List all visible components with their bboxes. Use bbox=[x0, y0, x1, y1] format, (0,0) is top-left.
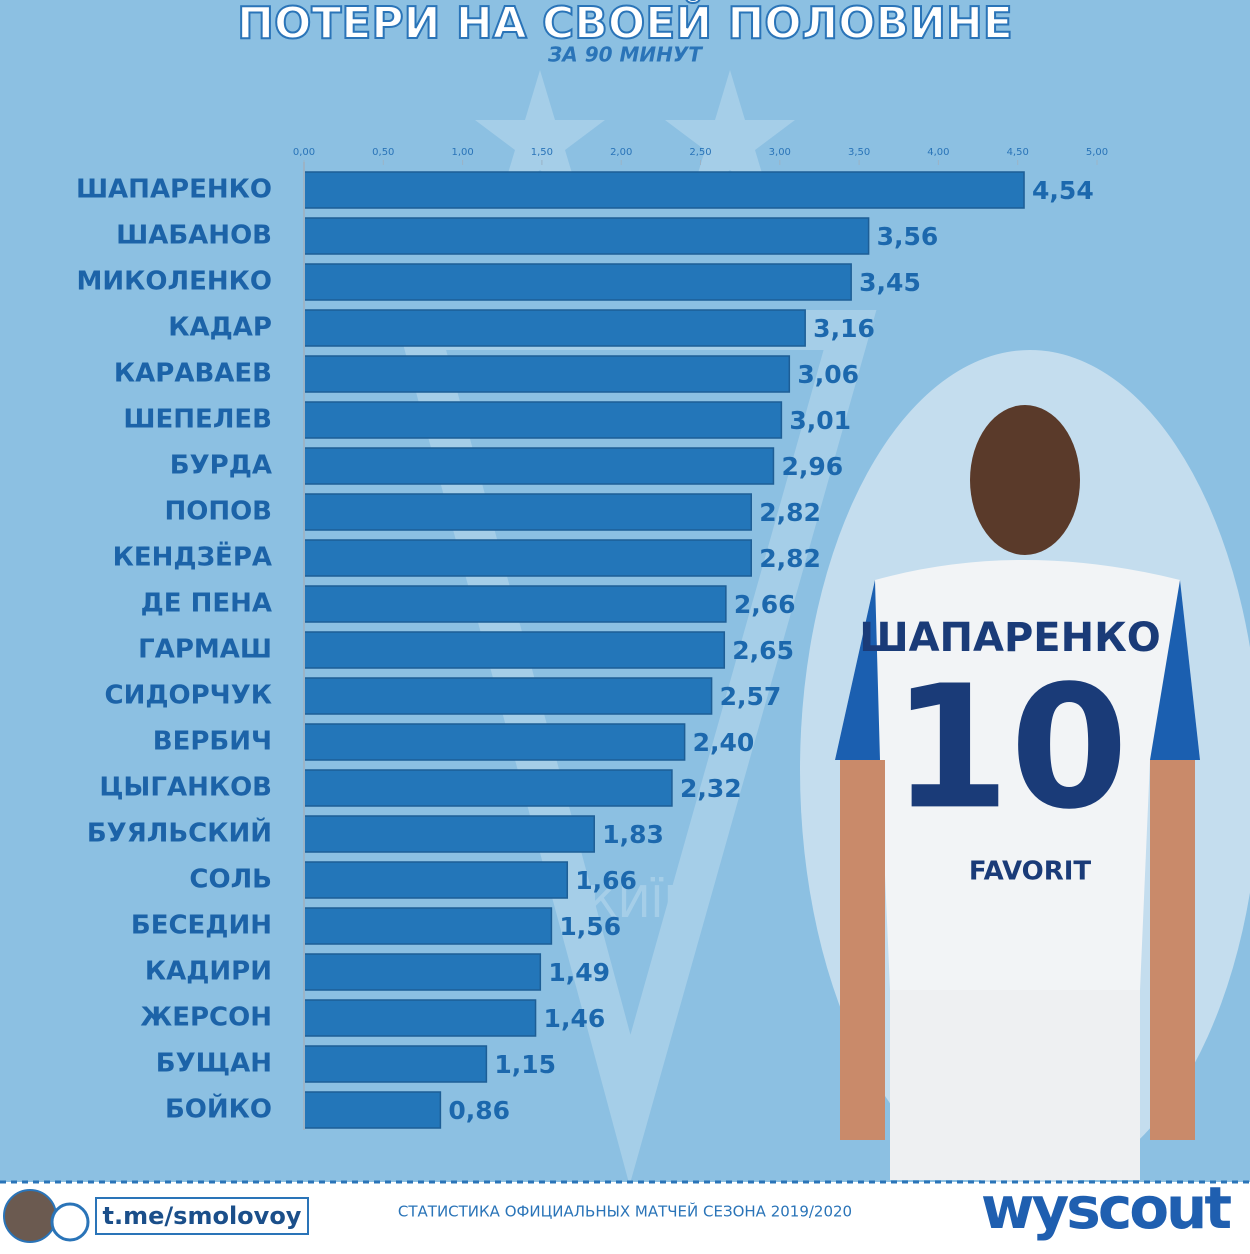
value-label: 1,83 bbox=[602, 820, 664, 849]
value-label: 2,82 bbox=[759, 544, 821, 573]
bar bbox=[303, 1045, 488, 1083]
x-tick-label: 1,50 bbox=[531, 147, 553, 158]
y-tick-label: БОЙКО bbox=[165, 1093, 272, 1125]
y-tick-label: МИКОЛЕНКО bbox=[77, 267, 272, 297]
player-photo: ШАПАРЕНКО 10 FAVORIT bbox=[800, 350, 1250, 1190]
bar bbox=[303, 263, 852, 301]
x-tick-label: 4,00 bbox=[927, 147, 949, 158]
bar bbox=[303, 539, 753, 577]
x-tick-label: 2,50 bbox=[689, 147, 711, 158]
channel-box[interactable] bbox=[95, 1197, 309, 1235]
logo-text: КИЇВ bbox=[586, 876, 693, 928]
y-tick-label: ЦЫГАНКОВ bbox=[99, 773, 272, 803]
x-tick-label: 1,00 bbox=[451, 147, 473, 158]
bar bbox=[303, 723, 686, 761]
value-label: 2,66 bbox=[734, 590, 796, 619]
bar bbox=[303, 447, 775, 485]
bar bbox=[303, 769, 673, 807]
brand: wyscout bbox=[981, 1174, 1231, 1242]
value-label: 2,65 bbox=[732, 636, 794, 665]
x-tick-label: 4,50 bbox=[1007, 147, 1029, 158]
chart-title: ПОТЕРИ НА СВОЕЙ ПОЛОВИНЕ bbox=[237, 0, 1013, 49]
x-tick-label: 0,00 bbox=[293, 147, 315, 158]
y-tick-label: ШАБАНОВ bbox=[116, 221, 272, 251]
value-label: 1,56 bbox=[559, 912, 621, 941]
y-tick-label: БУРДА bbox=[170, 451, 272, 481]
value-label: 2,82 bbox=[759, 498, 821, 527]
y-tick-label: БЕСЕДИН bbox=[131, 911, 272, 941]
value-label: 1,46 bbox=[544, 1004, 606, 1033]
value-label: 2,57 bbox=[720, 682, 782, 711]
value-label: 2,32 bbox=[680, 774, 742, 803]
bar bbox=[303, 355, 791, 393]
value-label: 3,45 bbox=[859, 268, 921, 297]
y-tick-label: ПОПОВ bbox=[164, 497, 272, 527]
value-label: 2,96 bbox=[781, 452, 843, 481]
bar bbox=[303, 815, 595, 853]
x-tick-label: 3,50 bbox=[848, 147, 870, 158]
y-tick-label: КЕНДЗЁРА bbox=[113, 541, 272, 573]
y-tick-label: СОЛЬ bbox=[189, 865, 272, 895]
y-tick-label: СИДОРЧУК bbox=[105, 681, 272, 711]
y-tick-label: ВЕРБИЧ bbox=[153, 727, 272, 757]
bar bbox=[303, 907, 553, 945]
value-label: 3,01 bbox=[789, 406, 851, 435]
footer-note: СТАТИСТИКА ОФИЦИАЛЬНЫХ МАТЧЕЙ СЕЗОНА 201… bbox=[398, 1202, 852, 1221]
value-label: 3,16 bbox=[813, 314, 875, 343]
chart-subtitle: ЗА 90 МИНУТ bbox=[547, 43, 703, 67]
value-label: 3,06 bbox=[797, 360, 859, 389]
y-tick-label: БУЯЛЬСКИЙ bbox=[87, 817, 272, 849]
sponsor: FAVORIT bbox=[969, 857, 1092, 887]
y-tick-label: БУЩАН bbox=[156, 1049, 272, 1079]
telegram-icon bbox=[50, 1202, 90, 1242]
value-label: 4,54 bbox=[1032, 176, 1094, 205]
bar bbox=[303, 1091, 442, 1129]
y-tick-label: КАДИРИ bbox=[145, 957, 272, 987]
bar bbox=[303, 677, 713, 715]
bar bbox=[303, 493, 753, 531]
y-tick-label: КАРАВАЕВ bbox=[114, 359, 272, 389]
bar bbox=[303, 401, 783, 439]
x-tick-label: 2,00 bbox=[610, 147, 632, 158]
bar bbox=[303, 861, 569, 899]
y-tick-label: ШАПАРЕНКО bbox=[76, 175, 272, 205]
bar bbox=[303, 953, 542, 991]
y-tick-label: ШЕПЕЛЕВ bbox=[123, 405, 272, 435]
x-tick-label: 3,00 bbox=[769, 147, 791, 158]
x-tick-label: 5,00 bbox=[1086, 147, 1108, 158]
bar bbox=[303, 171, 1025, 209]
channel-link[interactable]: t.me/smolovoy bbox=[103, 1202, 302, 1230]
x-tick-label: 0,50 bbox=[372, 147, 394, 158]
jersey-name: ШАПАРЕНКО bbox=[859, 615, 1161, 661]
value-label: 2,40 bbox=[693, 728, 755, 757]
value-label: 1,66 bbox=[575, 866, 637, 895]
bar bbox=[303, 999, 537, 1037]
value-label: 1,49 bbox=[548, 958, 610, 987]
y-tick-label: КАДАР bbox=[168, 313, 272, 343]
bar bbox=[303, 585, 727, 623]
bar bbox=[303, 309, 806, 347]
y-tick-label: ЖЕРСОН bbox=[140, 1003, 272, 1033]
avatar bbox=[3, 1189, 57, 1243]
bar bbox=[303, 217, 870, 255]
jersey-number: 10 bbox=[892, 649, 1129, 847]
y-tick-label: ГАРМАШ bbox=[138, 635, 272, 665]
value-label: 0,86 bbox=[448, 1096, 510, 1125]
value-label: 3,56 bbox=[877, 222, 939, 251]
y-tick-label: ДЕ ПЕНА bbox=[141, 589, 272, 619]
value-label: 1,15 bbox=[494, 1050, 556, 1079]
bar bbox=[303, 631, 726, 669]
